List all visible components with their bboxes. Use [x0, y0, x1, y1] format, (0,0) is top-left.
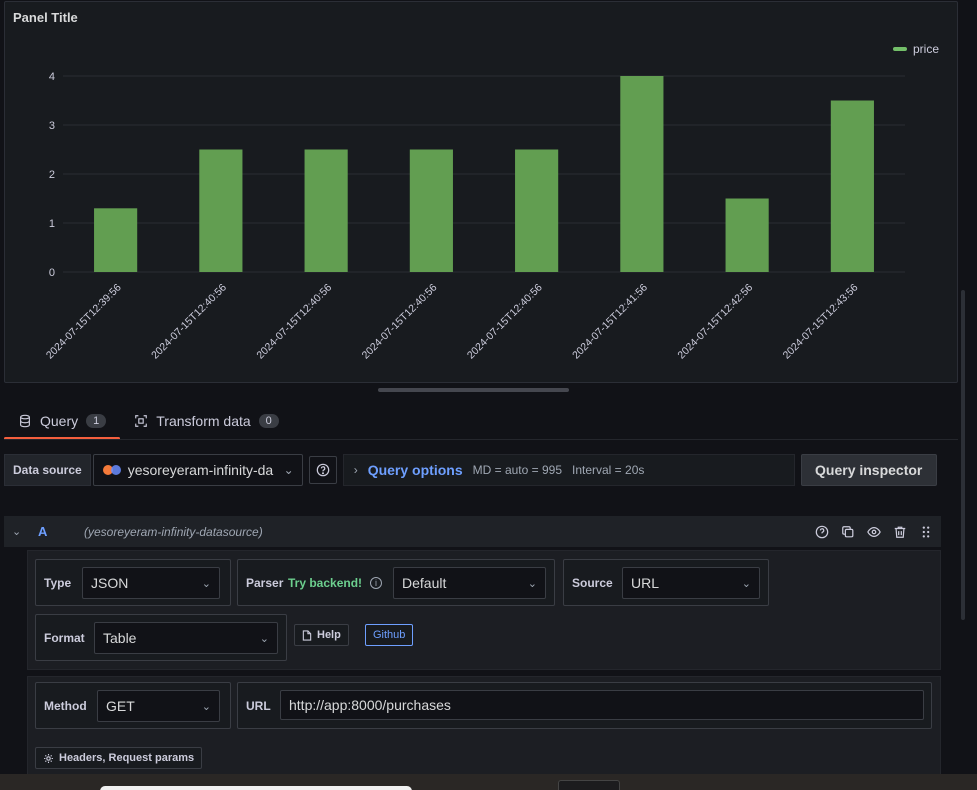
github-button[interactable]: Github	[365, 624, 414, 646]
format-select[interactable]: Table ⌄	[94, 622, 278, 654]
parser-label: Parser	[246, 576, 284, 590]
y-tick-label: 2	[49, 169, 55, 181]
document-icon	[302, 629, 312, 641]
source-label: Source	[572, 576, 613, 590]
type-label: Type	[44, 576, 72, 590]
panel-resize-handle[interactable]	[378, 388, 569, 392]
url-value: http://app:8000/purchases	[289, 697, 451, 713]
y-tick-label: 1	[49, 218, 55, 230]
bar[interactable]	[515, 149, 559, 273]
info-icon[interactable]: i	[370, 577, 382, 589]
github-button-label: Github	[373, 629, 406, 641]
chevron-down-icon: ⌄	[201, 700, 211, 713]
bar[interactable]	[94, 208, 138, 272]
legend-swatch	[892, 47, 907, 51]
method-value: GET	[106, 698, 135, 714]
eye-icon[interactable]	[867, 525, 881, 539]
max-data-points: MD = auto = 995	[472, 463, 562, 477]
x-tick-label: 2024-07-15T12:43:56	[781, 282, 861, 362]
tab-query[interactable]: Query 1	[4, 404, 121, 440]
chevron-down-icon: ⌄	[201, 577, 211, 590]
chart-legend[interactable]: price	[892, 42, 939, 56]
gear-icon	[44, 753, 53, 763]
x-tick-label: 2024-07-15T12:41:56	[570, 282, 650, 362]
url-label: URL	[246, 699, 271, 713]
bar[interactable]	[725, 198, 769, 273]
tabs-divider	[4, 439, 958, 440]
desktop-box	[558, 780, 620, 790]
bar[interactable]	[304, 149, 348, 273]
x-tick-label: 2024-07-15T12:40:56	[360, 282, 440, 362]
bar-chart: 0 1 2 3 4 2024-07-15T12:39:56 2024-07-15T12:40…	[44, 71, 905, 362]
bar[interactable]	[199, 149, 243, 273]
x-tick-label: 2024-07-15T12:40:56	[149, 282, 229, 362]
x-tick-label: 2024-07-15T12:40:56	[465, 282, 545, 362]
transform-icon	[135, 414, 148, 427]
x-tick-label: 2024-07-15T12:42:56	[675, 282, 755, 362]
type-select[interactable]: JSON ⌄	[82, 567, 220, 599]
query-options-title: Query options	[367, 462, 463, 478]
datasource-name: yesoreyeram-infinity-da	[127, 462, 274, 478]
tab-transform-label: Transform data	[156, 412, 251, 429]
query-datasource-name: (yesoreyeram-infinity-datasource)	[84, 524, 263, 539]
try-backend-link[interactable]: Try backend!	[288, 576, 363, 590]
help-button[interactable]: Help	[294, 624, 349, 646]
source-select[interactable]: URL ⌄	[622, 567, 760, 599]
bar[interactable]	[409, 149, 453, 273]
database-icon	[20, 414, 30, 427]
query-tabs: Query 1 Transform data 0	[4, 404, 293, 440]
chevron-down-icon: ⌄	[259, 632, 269, 645]
datasource-picker[interactable]: yesoreyeram-infinity-da ⌄	[92, 454, 303, 486]
tab-query-count: 1	[86, 413, 107, 428]
query-options-toggle[interactable]: › Query options MD = auto = 995 Interval…	[342, 454, 795, 486]
type-value: JSON	[91, 575, 129, 591]
datasource-label: Data source	[4, 454, 91, 486]
help-icon	[316, 463, 330, 477]
chevron-down-icon: ⌄	[741, 577, 751, 590]
query-row-actions	[815, 525, 933, 539]
y-tick-label: 0	[49, 267, 55, 279]
method-select[interactable]: GET ⌄	[97, 690, 220, 722]
tab-transform-data[interactable]: Transform data 0	[120, 404, 293, 437]
headers-params-button[interactable]: Headers, Request params	[35, 747, 203, 769]
parser-value: Default	[402, 575, 447, 591]
format-value: Table	[103, 630, 137, 646]
parser-select[interactable]: Default ⌄	[393, 567, 546, 599]
drag-handle-icon[interactable]	[919, 525, 933, 539]
query-row-header[interactable]: ⌄ A (yesoreyeram-infinity-datasource)	[4, 516, 941, 547]
method-label: Method	[44, 699, 87, 713]
interval: Interval = 20s	[572, 463, 645, 477]
chart-panel: Panel Title price 0 1 2 3 4 2024-07-15T12:39:…	[4, 1, 958, 383]
datasource-help-button[interactable]	[308, 456, 337, 484]
y-tick-label: 4	[49, 71, 55, 83]
bar[interactable]	[830, 100, 874, 273]
chevron-down-icon: ⌄	[283, 463, 294, 477]
bar[interactable]	[620, 76, 664, 272]
help-button-label: Help	[317, 629, 341, 641]
trash-icon[interactable]	[893, 525, 907, 539]
format-label: Format	[44, 631, 85, 645]
chevron-down-icon: ⌄	[527, 577, 537, 590]
y-tick-label: 3	[49, 120, 55, 132]
datasource-row: Data source yesoreyeram-infinity-da ⌄ › …	[4, 451, 958, 489]
source-value: URL	[631, 575, 660, 591]
tab-query-label: Query	[40, 412, 79, 429]
duplicate-icon[interactable]	[841, 525, 855, 539]
x-tick-label: 2024-07-15T12:40:56	[254, 282, 334, 362]
query-ref-id[interactable]: A	[38, 524, 48, 539]
panel-title: Panel Title	[13, 10, 78, 25]
query-inspector-button[interactable]: Query inspector	[800, 454, 937, 486]
url-input[interactable]: http://app:8000/purchases	[280, 690, 924, 720]
help-icon[interactable]	[815, 525, 829, 539]
vertical-scrollbar[interactable]	[961, 290, 965, 620]
x-tick-label: 2024-07-15T12:39:56	[44, 282, 124, 362]
tab-transform-count: 0	[258, 413, 279, 428]
desktop-pill	[100, 786, 412, 790]
chevron-right-icon: ›	[353, 463, 358, 477]
collapse-chevron-icon[interactable]: ⌄	[12, 526, 22, 538]
infinity-logo-icon	[102, 465, 121, 475]
legend-label: price	[912, 42, 939, 56]
headers-params-label: Headers, Request params	[59, 752, 195, 764]
